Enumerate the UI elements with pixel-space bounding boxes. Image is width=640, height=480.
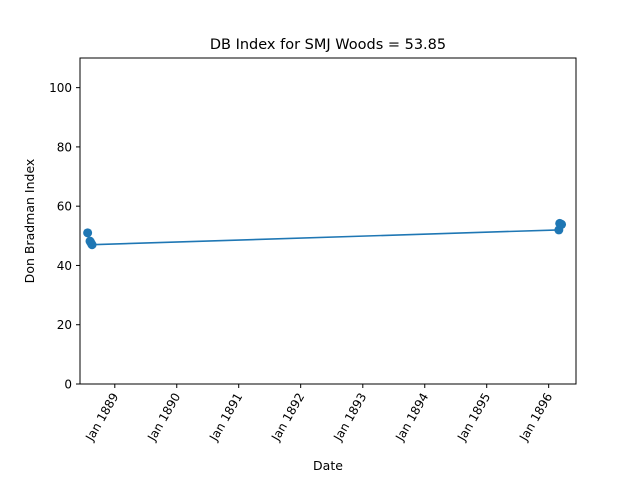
x-tick-label: Jan 1894: [392, 391, 431, 445]
x-tick-label: Jan 1896: [516, 391, 555, 445]
x-axis: Jan 1889 Jan 1890 Jan 1891 Jan 1892 Jan 1893…: [82, 384, 555, 444]
series-line: [92, 229, 559, 246]
y-axis: 0 20 40 60 80 100: [49, 81, 80, 392]
chart-title: DB Index for SMJ Woods = 53.85: [210, 37, 446, 53]
y-tick-label: 80: [57, 140, 72, 154]
y-tick-label: 100: [49, 81, 72, 95]
x-tick-label: Jan 1895: [454, 391, 493, 445]
x-axis-label: Date: [313, 458, 343, 473]
y-tick-label: 40: [57, 259, 72, 273]
data-point: [557, 219, 567, 229]
x-tick-label: Jan 1891: [206, 391, 245, 445]
x-tick-label: Jan 1892: [268, 391, 307, 445]
y-axis-label: Don Bradman Index: [22, 159, 37, 284]
x-tick-label: Jan 1890: [144, 391, 183, 445]
data-point: [87, 240, 97, 250]
data-point: [83, 228, 93, 238]
y-tick-label: 0: [64, 378, 72, 392]
plot-area: [83, 218, 567, 250]
y-tick-label: 60: [57, 200, 72, 214]
plot-frame: [79, 57, 577, 385]
x-tick-label: Jan 1893: [330, 391, 369, 445]
y-tick-label: 20: [57, 318, 72, 332]
x-tick-label: Jan 1889: [82, 391, 121, 445]
